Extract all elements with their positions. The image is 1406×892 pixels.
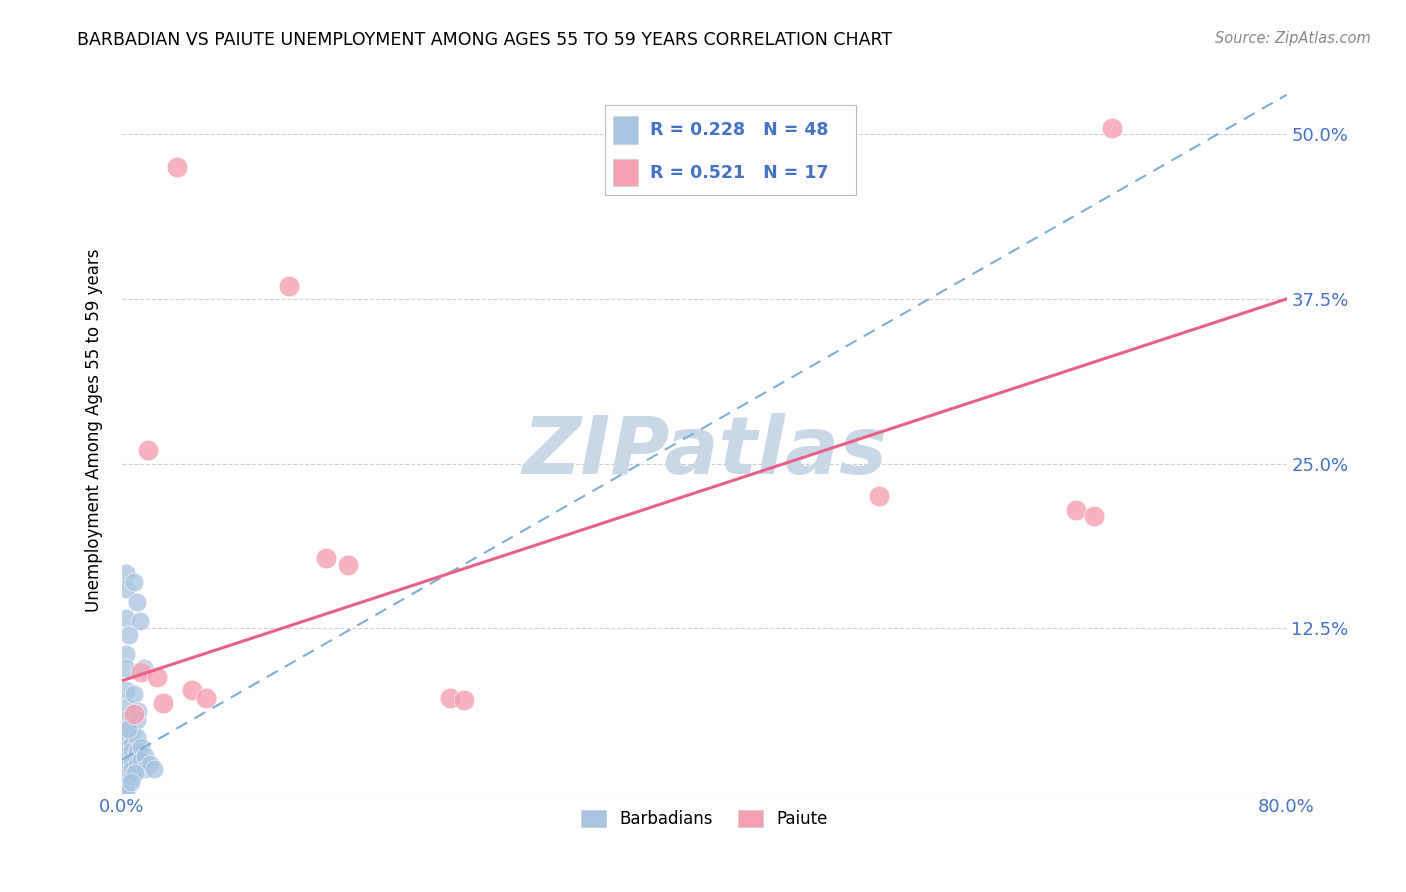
Point bbox=[136, 443, 159, 458]
Point bbox=[117, 723, 139, 737]
Point bbox=[121, 770, 143, 784]
Point bbox=[146, 670, 169, 684]
Point bbox=[195, 690, 218, 705]
Point bbox=[120, 775, 142, 789]
Point bbox=[122, 574, 145, 589]
Point bbox=[115, 756, 138, 771]
Point bbox=[1101, 120, 1123, 135]
Text: Source: ZipAtlas.com: Source: ZipAtlas.com bbox=[1215, 31, 1371, 46]
Point bbox=[118, 628, 141, 642]
Point bbox=[115, 778, 138, 792]
Point bbox=[115, 765, 138, 780]
Point bbox=[336, 558, 359, 572]
Point bbox=[115, 762, 138, 776]
Point bbox=[868, 490, 890, 504]
Point bbox=[315, 551, 337, 566]
Point bbox=[125, 743, 148, 757]
Point bbox=[129, 739, 152, 754]
Point bbox=[129, 665, 152, 679]
Point bbox=[143, 762, 166, 776]
Point bbox=[134, 748, 156, 763]
Point bbox=[439, 690, 461, 705]
Point bbox=[125, 731, 148, 745]
Point bbox=[122, 687, 145, 701]
Point bbox=[115, 648, 138, 662]
Point bbox=[181, 682, 204, 697]
Point bbox=[115, 753, 138, 767]
Point bbox=[1064, 502, 1087, 516]
Point bbox=[121, 743, 143, 757]
Point bbox=[115, 713, 138, 727]
Point bbox=[115, 582, 138, 596]
Point bbox=[453, 693, 475, 707]
Point bbox=[115, 566, 138, 580]
Point bbox=[122, 706, 145, 721]
Point bbox=[125, 713, 148, 727]
Point bbox=[115, 660, 138, 674]
Point bbox=[124, 765, 146, 780]
Point bbox=[132, 660, 155, 674]
Point bbox=[128, 615, 150, 629]
Legend: Barbadians, Paiute: Barbadians, Paiute bbox=[575, 804, 834, 835]
Point bbox=[115, 700, 138, 714]
Point bbox=[121, 762, 143, 776]
Point bbox=[125, 595, 148, 609]
Point bbox=[115, 736, 138, 750]
Point bbox=[115, 770, 138, 784]
Point bbox=[115, 747, 138, 762]
Point bbox=[127, 704, 149, 718]
Point bbox=[115, 723, 138, 737]
Point bbox=[1083, 509, 1105, 524]
Point bbox=[115, 773, 138, 788]
Point bbox=[115, 742, 138, 756]
Point bbox=[121, 753, 143, 767]
Point bbox=[121, 726, 143, 740]
Text: BARBADIAN VS PAIUTE UNEMPLOYMENT AMONG AGES 55 TO 59 YEARS CORRELATION CHART: BARBADIAN VS PAIUTE UNEMPLOYMENT AMONG A… bbox=[77, 31, 893, 49]
Point bbox=[115, 781, 138, 796]
Point bbox=[152, 696, 174, 710]
Point bbox=[129, 753, 152, 767]
Point bbox=[115, 786, 138, 800]
Text: ZIPatlas: ZIPatlas bbox=[522, 413, 887, 491]
Point bbox=[115, 731, 138, 745]
Point bbox=[166, 161, 188, 175]
Point bbox=[138, 756, 160, 771]
Point bbox=[278, 278, 301, 293]
Point bbox=[121, 736, 143, 750]
Point bbox=[115, 682, 138, 697]
Point bbox=[115, 610, 138, 624]
Y-axis label: Unemployment Among Ages 55 to 59 years: Unemployment Among Ages 55 to 59 years bbox=[86, 249, 103, 612]
Point bbox=[134, 762, 156, 776]
Point bbox=[125, 756, 148, 771]
